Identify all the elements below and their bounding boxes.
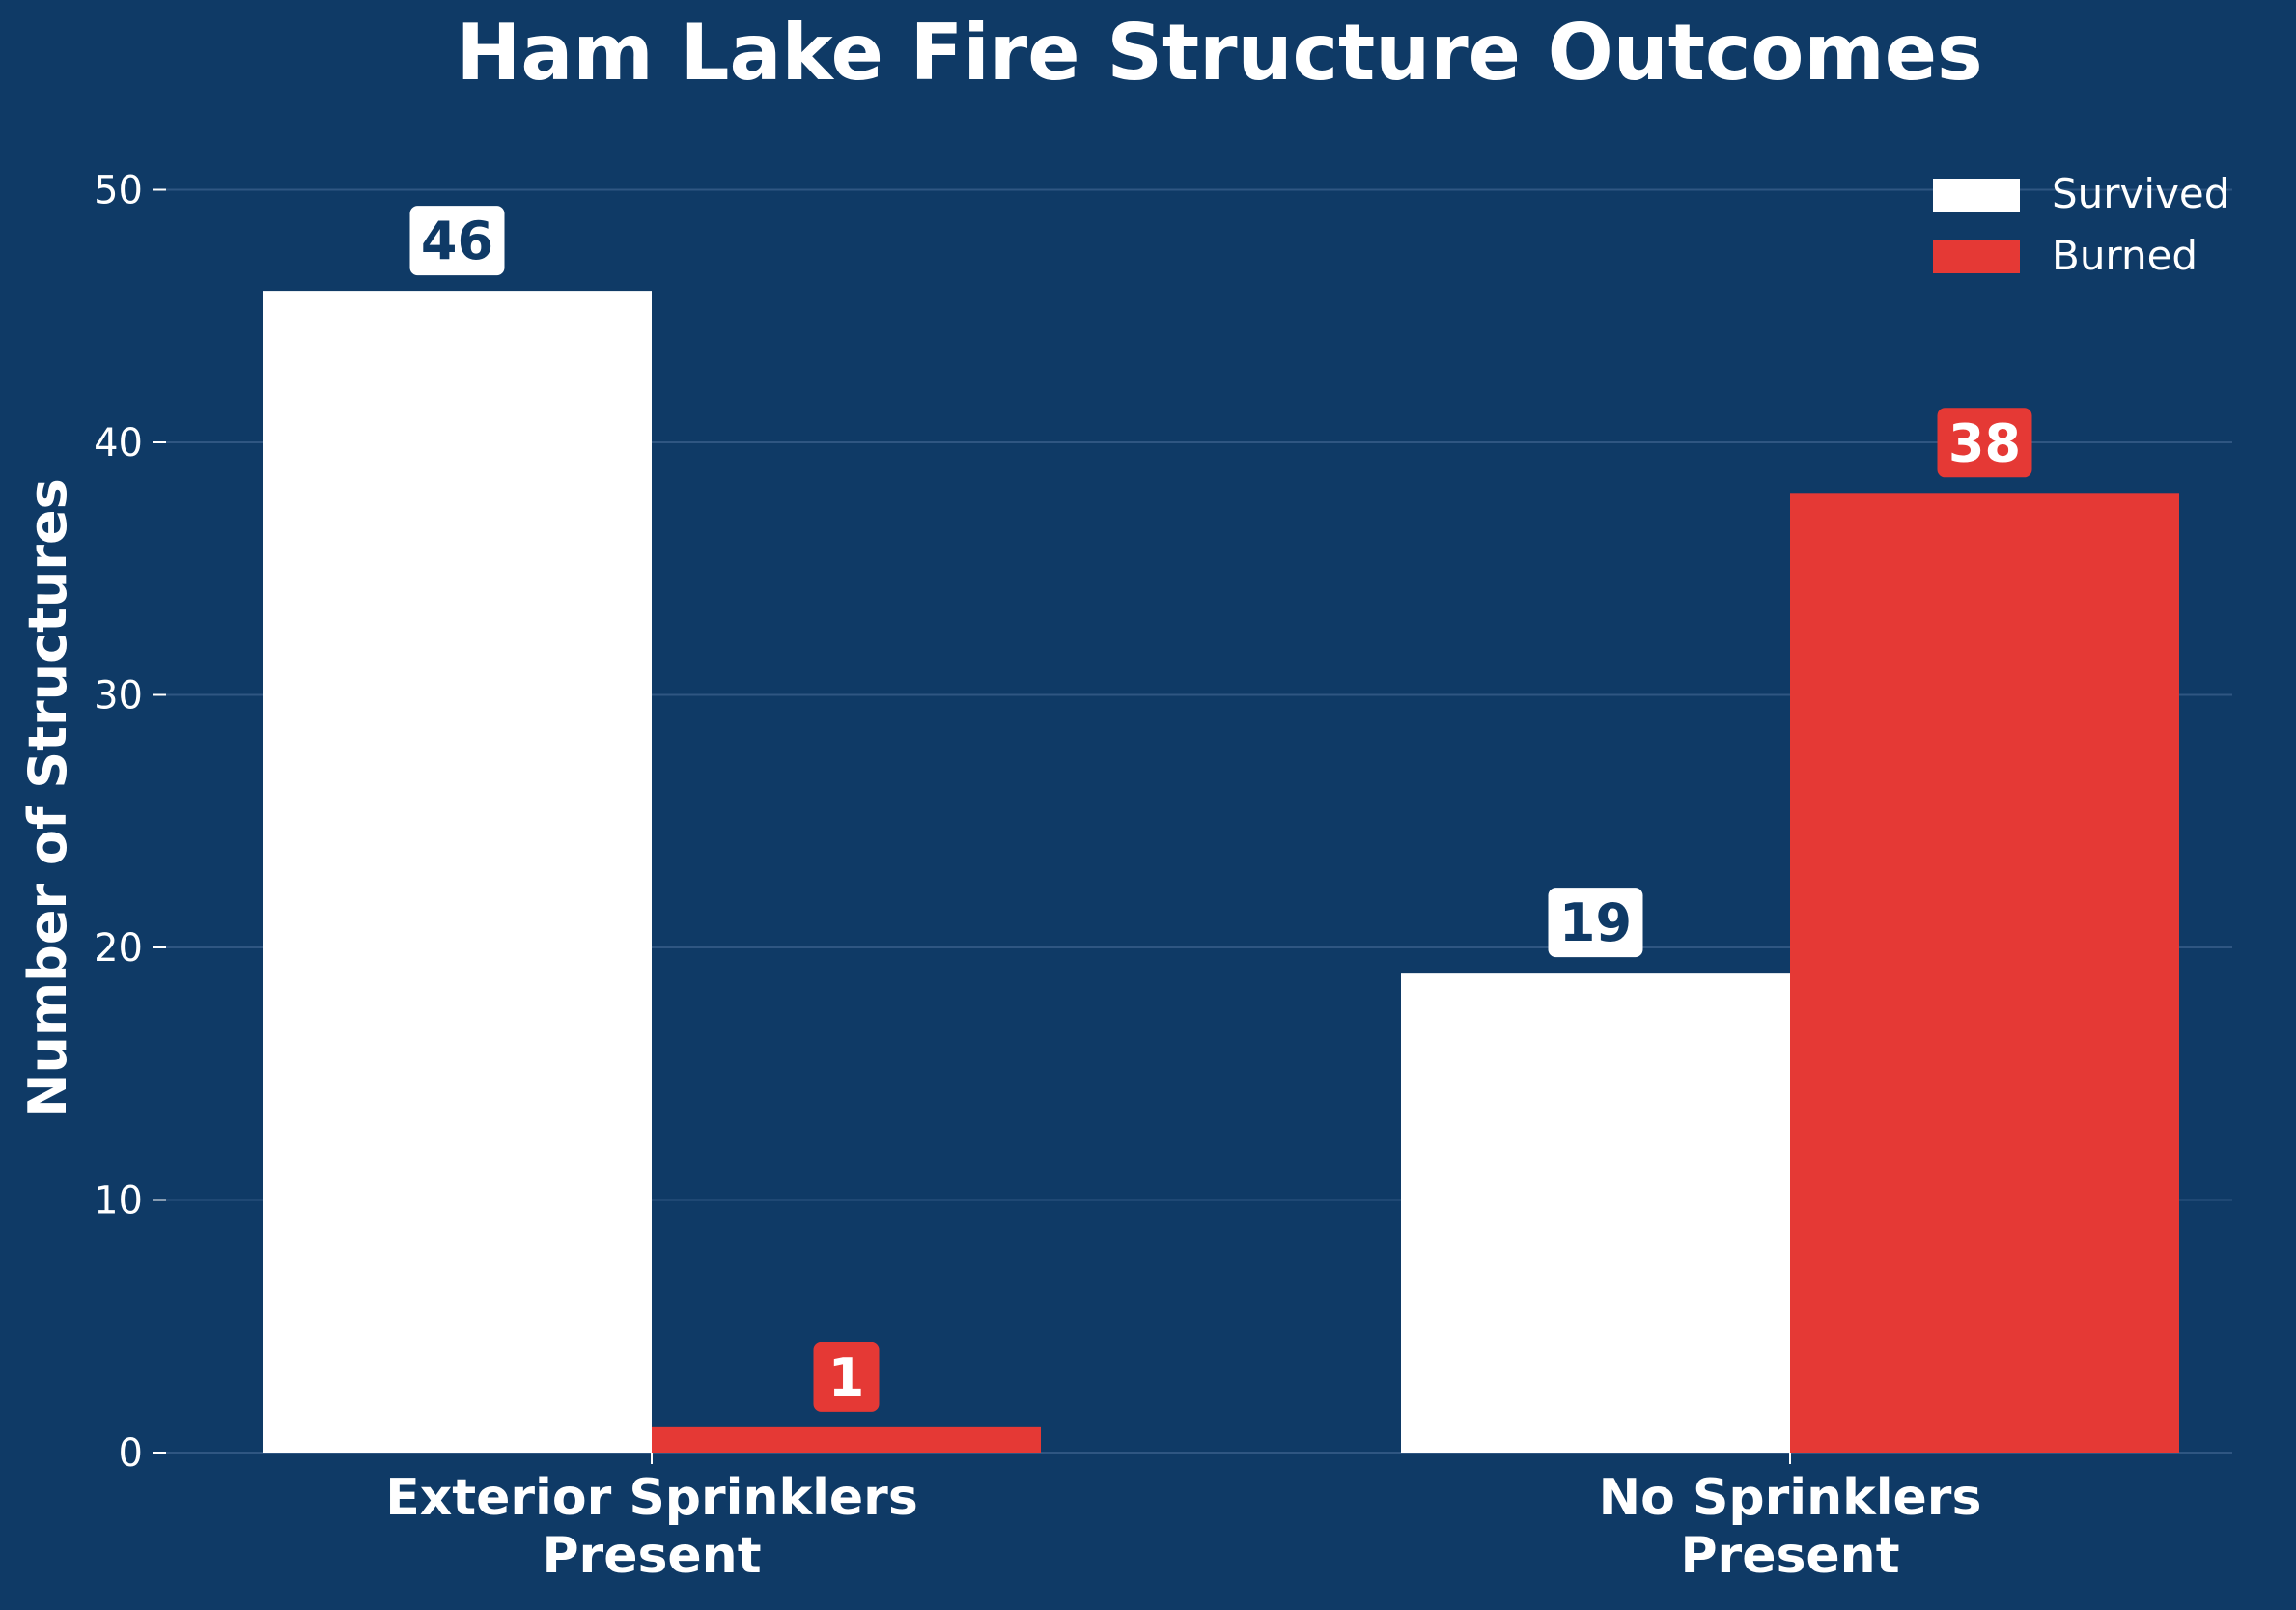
bar-survived-0 xyxy=(263,291,652,1454)
bars xyxy=(263,291,2179,1454)
data-label-survived-0: 46 xyxy=(409,206,505,276)
x-tick-label: Exterior Sprinklers Present xyxy=(385,1469,918,1585)
data-labels: 46 19 1 38 xyxy=(409,206,2032,1412)
data-label-box xyxy=(1548,888,1643,958)
x-tick-label-line: Exterior Sprinklers xyxy=(385,1469,918,1527)
legend-label-burned: Burned xyxy=(2052,232,2198,279)
y-tick-label: 0 xyxy=(119,1431,143,1476)
legend-swatch-burned xyxy=(1933,240,2020,273)
data-label-survived-1: 19 xyxy=(1548,888,1643,958)
data-label-text: 46 xyxy=(421,211,493,271)
bar-burned-0 xyxy=(652,1426,1041,1453)
data-label-box xyxy=(1937,408,2032,478)
bar-burned-1 xyxy=(1790,493,2179,1453)
data-label-text: 38 xyxy=(1948,412,2021,473)
x-tick-label-line: Present xyxy=(542,1527,761,1585)
legend-label-survived: Survived xyxy=(2052,170,2229,217)
y-tick-label: 40 xyxy=(94,421,143,466)
x-tick-label-line: Present xyxy=(1680,1527,1899,1585)
data-label-box xyxy=(409,206,505,276)
y-tick-label: 10 xyxy=(94,1179,143,1224)
bar-survived-1 xyxy=(1401,973,1790,1453)
data-label-burned-1: 38 xyxy=(1937,408,2032,478)
legend-swatch-survived xyxy=(1933,179,2020,212)
y-tick-label: 20 xyxy=(94,926,143,971)
y-axis-ticks: 0 10 20 30 40 50 xyxy=(94,169,166,1476)
data-label-box xyxy=(813,1342,880,1412)
chart-title: Ham Lake Fire Structure Outcomes xyxy=(456,8,1982,98)
x-tick-label-line: No Sprinklers xyxy=(1599,1469,1982,1527)
data-label-text: 1 xyxy=(828,1347,865,1408)
x-tick-label: No Sprinklers Present xyxy=(1599,1469,1982,1585)
y-axis-label: Number of Structures xyxy=(17,478,78,1116)
data-label-text: 19 xyxy=(1559,892,1632,953)
y-tick-label: 50 xyxy=(94,169,143,213)
data-label-burned-0: 1 xyxy=(813,1342,880,1412)
y-tick-label: 30 xyxy=(94,674,143,719)
legend: Survived Burned xyxy=(1933,170,2229,279)
